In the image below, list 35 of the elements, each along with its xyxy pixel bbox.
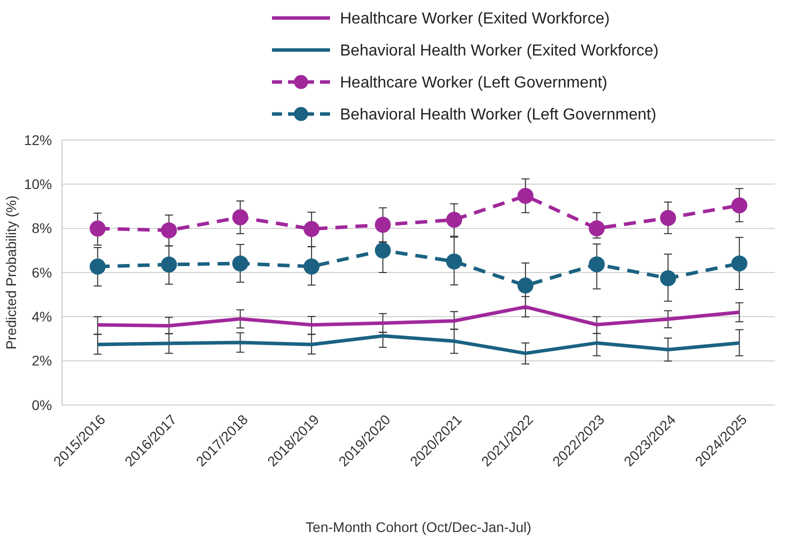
point	[160, 222, 177, 238]
y-tick-label: 6%	[32, 264, 52, 280]
line-series	[96, 334, 742, 356]
legend-label: Behavioral Health Worker (Exited Workforce)	[340, 42, 659, 60]
line-series	[96, 305, 742, 328]
y-axis-title: Predicted Probability (%)	[3, 195, 19, 350]
point	[517, 278, 534, 294]
y-tick-label: 10%	[24, 176, 52, 192]
point	[446, 253, 462, 270]
point	[90, 258, 106, 275]
legend-label: Healthcare Worker (Exited Workforce)	[340, 10, 610, 28]
y-tick-label: 8%	[32, 220, 52, 236]
point	[660, 210, 676, 226]
legend-label: Behavioral Health Worker (Left Government)	[340, 106, 656, 124]
y-tick-label: 12%	[24, 132, 52, 148]
y-tick-label: 0%	[32, 396, 52, 413]
point	[374, 242, 391, 258]
point	[660, 270, 676, 286]
point	[446, 212, 462, 228]
point	[304, 220, 320, 237]
y-tick-label: 4%	[32, 308, 52, 325]
point	[90, 220, 106, 237]
point	[304, 258, 320, 275]
point	[731, 255, 748, 272]
y-tick-label: 2%	[32, 352, 52, 369]
point	[517, 188, 534, 204]
point	[232, 209, 248, 226]
point	[232, 255, 248, 272]
point	[588, 220, 605, 236]
legend-label: Healthcare Worker (Left Government)	[340, 74, 608, 92]
point	[588, 256, 605, 272]
x-axis-title: Ten-Month Cohort (Oct/Dec-Jan-Jul)	[306, 519, 532, 535]
point	[160, 256, 177, 273]
point	[374, 216, 391, 233]
point	[731, 197, 748, 214]
